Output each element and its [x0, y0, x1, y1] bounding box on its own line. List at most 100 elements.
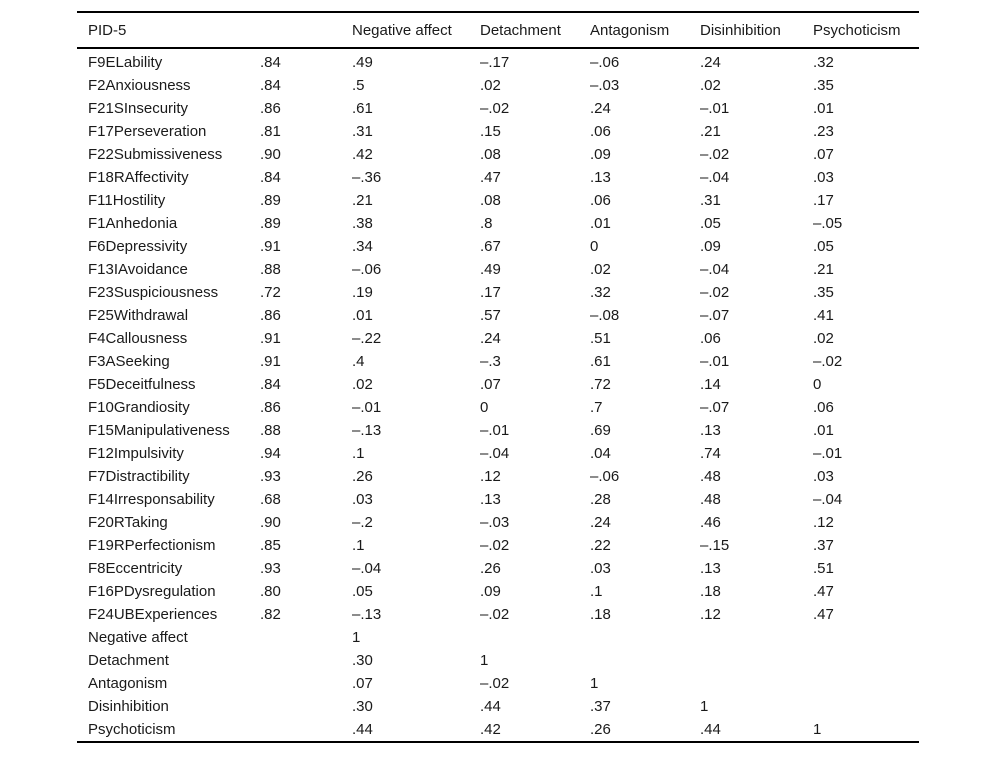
- cell: .44: [480, 698, 501, 715]
- cell: .89: [260, 192, 281, 209]
- cell: [813, 695, 919, 718]
- cell: –.02: [480, 675, 510, 692]
- row-label: F13IAvoidance: [88, 261, 188, 278]
- row-label: F11Hostility: [88, 192, 166, 209]
- row-label: F1Anhedonia: [88, 215, 178, 232]
- cell: –.05: [813, 215, 843, 232]
- cell: .41: [813, 307, 834, 324]
- cell: –.36: [352, 169, 382, 186]
- table-row: F4Callousness .91 –.22 .24 .51 .06 .02: [77, 327, 919, 350]
- cell: .07: [480, 376, 501, 393]
- cell: –.02: [480, 100, 510, 117]
- cell: –.04: [480, 445, 510, 462]
- cell: .23: [813, 123, 834, 140]
- cell: .02: [352, 376, 373, 393]
- cell: [813, 626, 919, 649]
- cell: –.03: [480, 514, 510, 531]
- cell: .49: [352, 54, 373, 71]
- table-row: F18RAffectivity .84 –.36 .47 .13 –.04 .03: [77, 166, 919, 189]
- cell: –.03: [590, 77, 620, 94]
- cell: 1: [352, 629, 361, 646]
- row-label: Psychoticism: [88, 721, 176, 738]
- cell: –.13: [352, 606, 382, 623]
- cell: .05: [352, 583, 373, 600]
- table-row: F10Grandiosity .86 –.01 0 .7 –.07 .06: [77, 396, 919, 419]
- cell: .22: [590, 537, 611, 554]
- row-label: F17Perseveration: [88, 123, 207, 140]
- cell: .48: [700, 468, 721, 485]
- cell: .08: [480, 192, 501, 209]
- cell: .84: [260, 169, 281, 186]
- cell: .13: [590, 169, 611, 186]
- cell: .13: [480, 491, 501, 508]
- cell: .1: [352, 537, 365, 554]
- cell: .85: [260, 537, 281, 554]
- cell: .37: [813, 537, 834, 554]
- cell: .24: [590, 100, 611, 117]
- cell: –.01: [480, 422, 510, 439]
- cell: .81: [260, 123, 281, 140]
- cell: .03: [813, 169, 834, 186]
- cell: [260, 672, 352, 695]
- cell: –.01: [813, 445, 843, 462]
- cell: .06: [700, 330, 721, 347]
- cell: –.06: [590, 54, 620, 71]
- cell: .06: [590, 123, 611, 140]
- table-row: F9ELability .84 .49 –.17 –.06 .24 .32: [77, 48, 919, 74]
- header-row: PID-5 Negative affect Detachment Antagon…: [77, 12, 919, 49]
- row-label: F19RPerfectionism: [88, 537, 216, 554]
- cell: .82: [260, 606, 281, 623]
- cell: .12: [700, 606, 721, 623]
- cell: [590, 649, 700, 672]
- table-row: F21SInsecurity .86 .61 –.02 .24 –.01 .01: [77, 97, 919, 120]
- cell: .84: [260, 54, 281, 71]
- cell: .37: [590, 698, 611, 715]
- cell: .48: [700, 491, 721, 508]
- cell: .47: [480, 169, 501, 186]
- cell: .34: [352, 238, 373, 255]
- cell: .24: [700, 54, 721, 71]
- cell: .21: [352, 192, 373, 209]
- cell: .84: [260, 77, 281, 94]
- table-row: F16PDysregulation .80 .05 .09 .1 .18 .47: [77, 580, 919, 603]
- cell: .26: [590, 721, 611, 738]
- table-row: F2Anxiousness .84 .5 .02 –.03 .02 .35: [77, 74, 919, 97]
- row-label: Antagonism: [88, 675, 168, 692]
- cell: .15: [480, 123, 501, 140]
- cell: .88: [260, 261, 281, 278]
- row-label: F14Irresponsability: [88, 491, 215, 508]
- cell: .08: [480, 146, 501, 163]
- cell: –.2: [352, 514, 373, 531]
- row-label: Detachment: [88, 652, 169, 669]
- row-label: Disinhibition: [88, 698, 169, 715]
- cell: .02: [700, 77, 721, 94]
- cell: .88: [260, 422, 281, 439]
- cell: –.17: [480, 54, 510, 71]
- cell: .26: [480, 560, 501, 577]
- cell: .32: [590, 284, 611, 301]
- cell: .80: [260, 583, 281, 600]
- cell: [700, 626, 813, 649]
- cell: .14: [700, 376, 721, 393]
- row-label: F10Grandiosity: [88, 399, 190, 416]
- cell: .19: [352, 284, 373, 301]
- cell: .47: [813, 606, 834, 623]
- cell: .1: [590, 583, 603, 600]
- cell: .68: [260, 491, 281, 508]
- cell: .51: [590, 330, 611, 347]
- cell: .24: [590, 514, 611, 531]
- cell: .7: [590, 399, 603, 416]
- cell: –.04: [700, 261, 730, 278]
- cell: .38: [352, 215, 373, 232]
- cell: .17: [813, 192, 834, 209]
- cell: .61: [352, 100, 373, 117]
- cell: –.07: [700, 307, 730, 324]
- cell: [813, 672, 919, 695]
- cell: 0: [480, 399, 489, 416]
- row-label: F8Eccentricity: [88, 560, 183, 577]
- cell: .03: [813, 468, 834, 485]
- cell: .18: [700, 583, 721, 600]
- cell: .28: [590, 491, 611, 508]
- row-label: F18RAffectivity: [88, 169, 189, 186]
- column-header-negative-affect: Negative affect: [352, 12, 480, 49]
